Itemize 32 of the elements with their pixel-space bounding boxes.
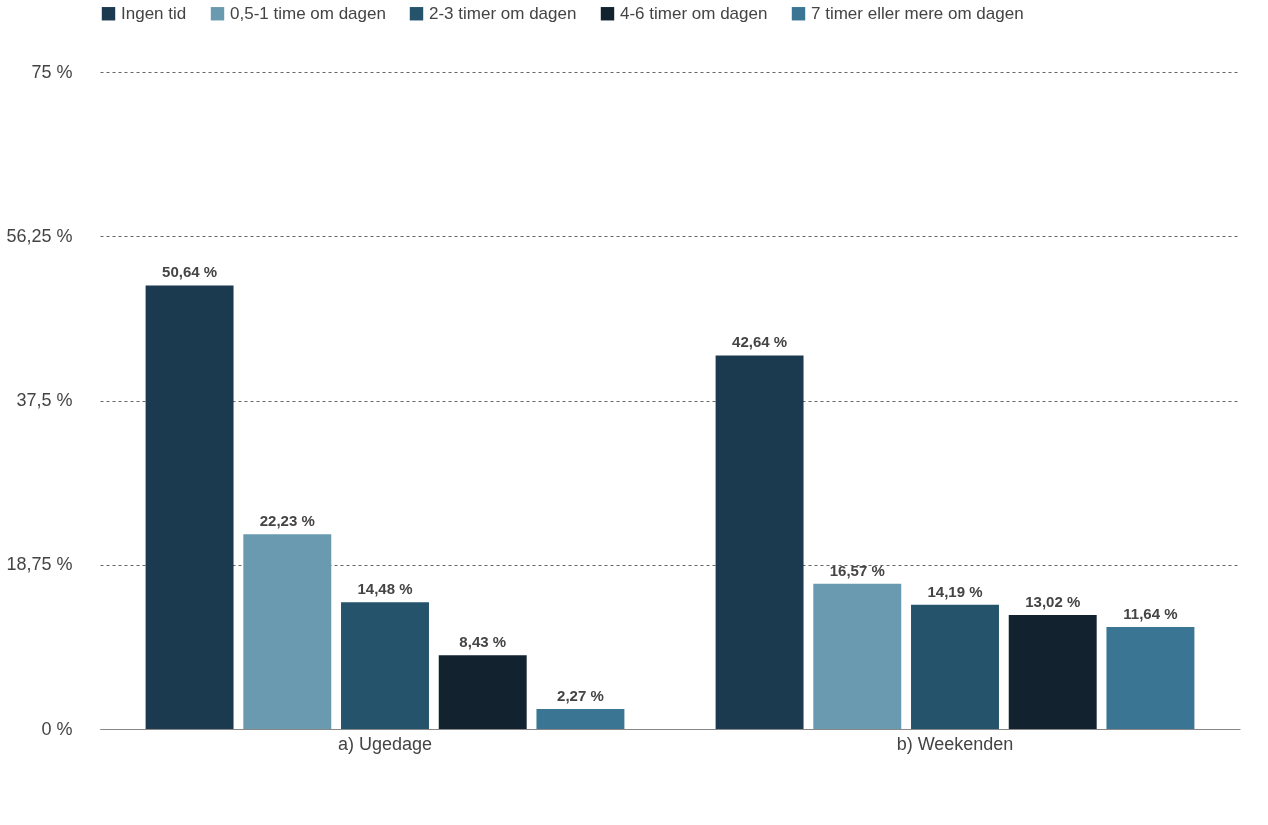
x-tick-label: a) Ugedage	[337, 733, 433, 754]
bar	[911, 604, 999, 729]
data-label: 8,43 %	[459, 633, 507, 651]
bar	[145, 285, 234, 729]
legend-label: 7 timer eller mere om dagen	[811, 3, 1024, 23]
bar	[536, 709, 625, 729]
data-label: 2,27 %	[557, 687, 604, 705]
bar	[1106, 627, 1195, 729]
data-label: 14,48 %	[357, 580, 413, 598]
data-label: 14,19 %	[927, 582, 983, 600]
bar	[341, 602, 429, 729]
data-label: 42,64 %	[732, 333, 788, 351]
bar	[438, 655, 527, 729]
legend-label: 0,5-1 time om dagen	[230, 3, 386, 23]
y-tick-label: 37,5 %	[16, 390, 73, 410]
y-tick-label: 75 %	[31, 61, 73, 82]
x-tick-label: b) Weekenden	[896, 733, 1014, 754]
data-label: 11,64 %	[1123, 605, 1178, 623]
y-tick-label: 0 %	[41, 718, 73, 739]
y-tick-label: 18,75 %	[6, 554, 73, 575]
data-label: 16,57 %	[829, 561, 885, 579]
bar	[243, 534, 332, 729]
bar	[715, 355, 804, 729]
data-label: 50,64 %	[162, 263, 218, 281]
legend-label: Ingen tid	[121, 3, 187, 23]
legend-label: 2-3 timer om dagen	[429, 3, 577, 23]
data-label: 13,02 %	[1025, 592, 1081, 610]
bar	[1008, 614, 1097, 729]
y-tick-label: 56,25 %	[6, 225, 73, 246]
data-label: 22,23 %	[259, 512, 315, 530]
bar	[813, 583, 902, 729]
legend-label: 4-6 timer om dagen	[620, 3, 768, 23]
